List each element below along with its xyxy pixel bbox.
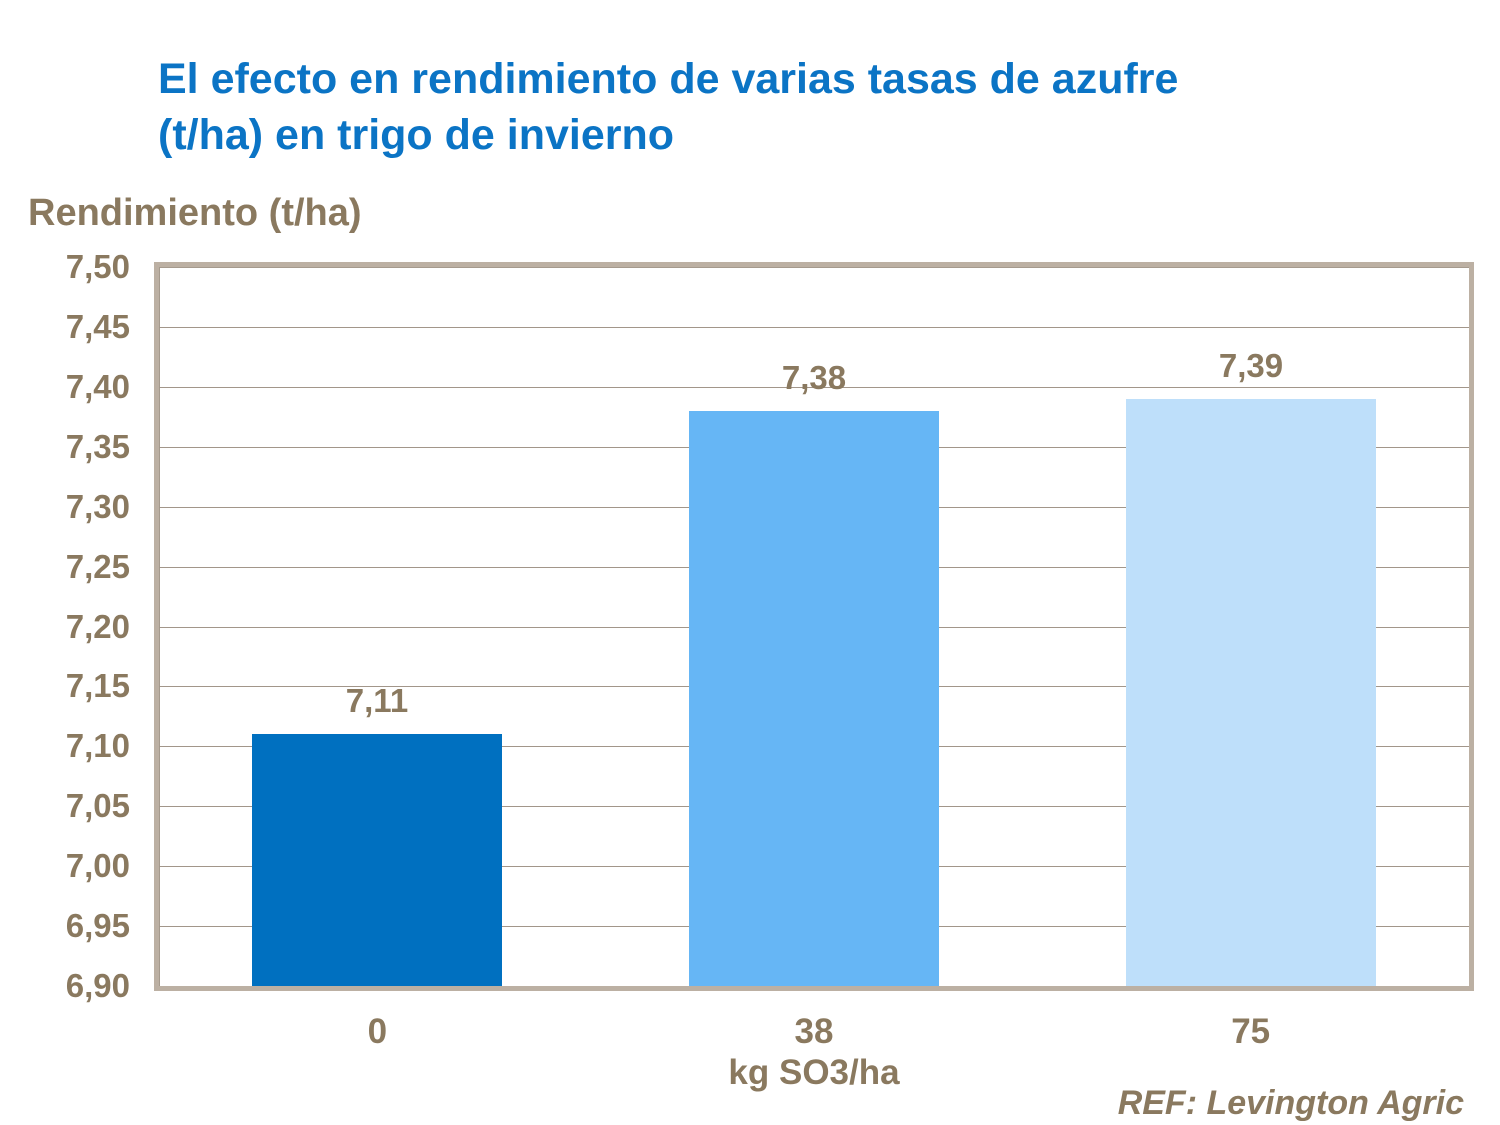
gridline: [159, 327, 1469, 328]
y-tick-label: 7,35: [65, 428, 130, 465]
x-tick-label: 75: [1231, 1012, 1271, 1051]
y-tick-label: 7,00: [65, 847, 130, 884]
bar: [1126, 399, 1376, 986]
chart-title: El efecto en rendimiento de varias tasas…: [158, 55, 1179, 159]
y-tick-label: 7,05: [65, 787, 130, 824]
y-tick-label: 7,20: [65, 608, 130, 645]
bar-value-label: 7,39: [1218, 347, 1284, 384]
x-tick-label: 38: [794, 1012, 834, 1051]
y-tick-label: 6,95: [65, 907, 130, 944]
bar-value-label: 7,11: [345, 682, 409, 719]
x-tick-label: 0: [367, 1012, 388, 1051]
y-axis-tick-labels: 7,50 7,45 7,40 7,35 7,30 7,25 7,20 7,15 7,10 7,05…: [0, 248, 130, 1004]
plot-area: 7,11 7,38 7,39: [154, 262, 1474, 991]
x-axis-title: kg SO3/ha: [728, 1053, 900, 1092]
reference-note: REF: Levington Agric: [1117, 1084, 1464, 1122]
y-tick-label: 7,10: [65, 727, 130, 764]
y-tick-label: 7,25: [65, 548, 130, 585]
x-axis-tick-labels: 0 38 75: [159, 1012, 1469, 1052]
bar: [689, 411, 939, 986]
y-tick-label: 6,90: [65, 967, 130, 1004]
y-axis-title: Rendimiento (t/ha): [28, 192, 362, 234]
y-tick-label: 7,45: [65, 308, 130, 345]
bar-value-label: 7,38: [781, 359, 847, 396]
gridline: [159, 387, 1469, 388]
bar: [252, 734, 502, 986]
y-tick-label: 7,30: [65, 488, 130, 525]
y-tick-label: 7,40: [65, 368, 130, 405]
y-tick-label: 7,15: [65, 667, 130, 704]
y-tick-label: 7,50: [65, 248, 130, 285]
